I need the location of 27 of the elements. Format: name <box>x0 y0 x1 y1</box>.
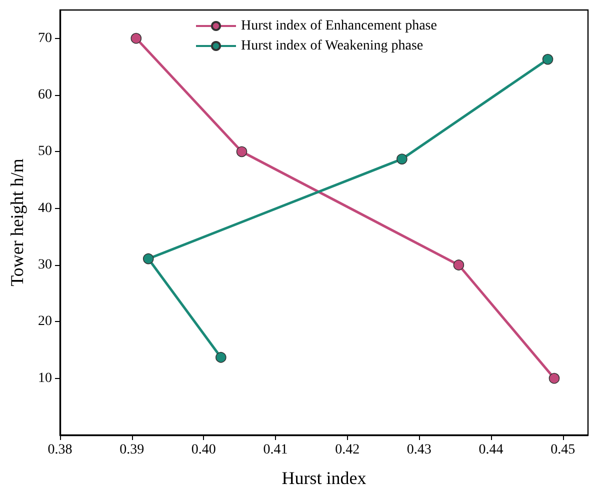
x-tick-label: 0.43 <box>406 442 432 458</box>
x-tick-label: 0.41 <box>263 442 288 458</box>
point <box>453 260 464 270</box>
point <box>216 352 226 363</box>
point <box>396 154 408 164</box>
y-tick-label: 10 <box>38 370 52 386</box>
y-tick-label: 70 <box>38 30 52 46</box>
x-tick-label: 0.45 <box>550 442 576 458</box>
y-tick-label: 40 <box>38 200 52 216</box>
y-tick-label: 20 <box>38 314 52 330</box>
x-tick-label: 0.42 <box>335 442 360 458</box>
legend-label: Hurst index of Weakening phase <box>241 38 424 54</box>
point <box>548 372 560 384</box>
y-tick-label: 60 <box>38 88 52 102</box>
x-tick-label: 0.39 <box>120 442 144 458</box>
legend-label: Hurst index of Enhancement phase <box>241 18 437 34</box>
point <box>542 54 554 65</box>
y-tick-label: 30 <box>38 258 52 272</box>
point <box>130 32 142 44</box>
point <box>236 146 248 158</box>
x-tick-label: 0.40 <box>191 442 216 458</box>
x-tick-label: 0.44 <box>478 442 504 458</box>
x-tick-label: 0.38 <box>48 442 72 458</box>
y-tick-label: 50 <box>38 144 52 160</box>
point <box>142 253 154 264</box>
y-axis-title: Tower height h/m <box>7 158 27 286</box>
x-axis-title: Hurst index <box>282 468 366 488</box>
